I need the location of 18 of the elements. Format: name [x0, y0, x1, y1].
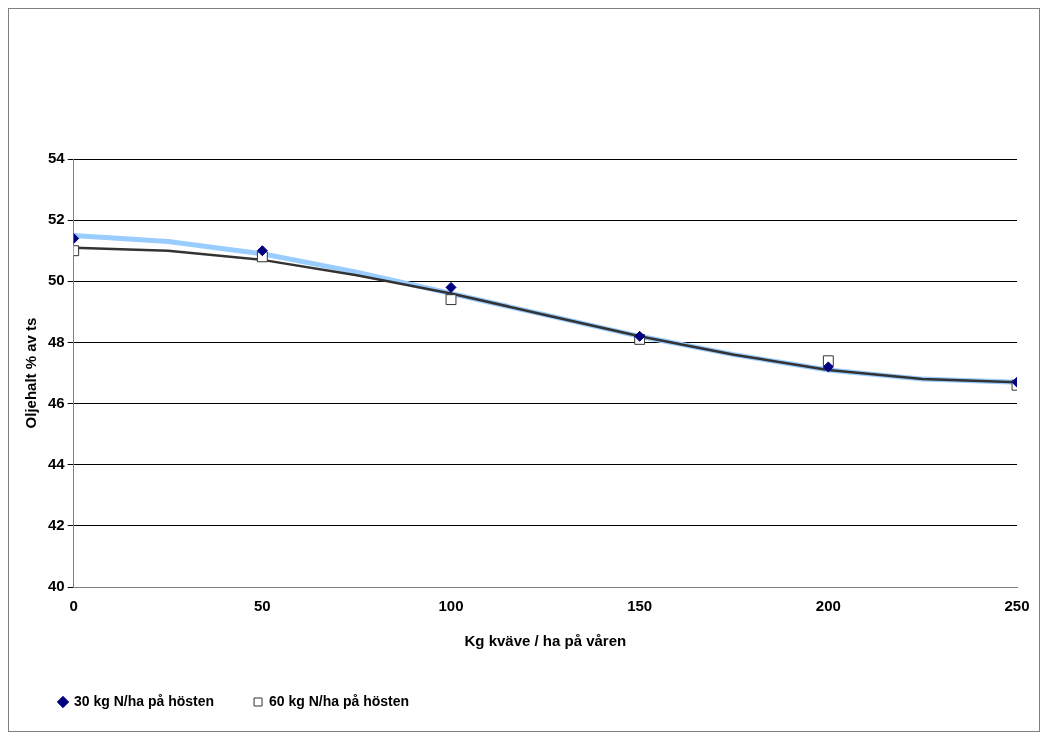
y-tick-label: 50: [48, 271, 65, 289]
legend-label: 60 kg N/ha på hösten: [269, 692, 410, 709]
y-tick-label: 40: [48, 577, 65, 595]
x-tick-label: 0: [69, 597, 78, 615]
y-tick-label: 44: [48, 454, 66, 472]
y-tick-label: 54: [48, 149, 66, 167]
y-axis-title: Oljehalt % av ts: [22, 317, 40, 429]
y-tick-label: 48: [48, 332, 65, 350]
x-tick-label: 50: [254, 597, 271, 615]
x-tick-label: 200: [815, 597, 841, 615]
x-tick-label: 150: [627, 597, 653, 615]
x-axis-title: Kg kväve / ha på våren: [464, 632, 627, 650]
legend-label: 30 kg N/ha på hösten: [74, 692, 215, 709]
y-tick-label: 46: [48, 393, 65, 411]
x-tick-label: 250: [1004, 597, 1030, 615]
y-tick-label: 42: [48, 516, 65, 533]
x-tick-label: 100: [438, 597, 464, 615]
y-tick-label: 52: [48, 210, 65, 228]
